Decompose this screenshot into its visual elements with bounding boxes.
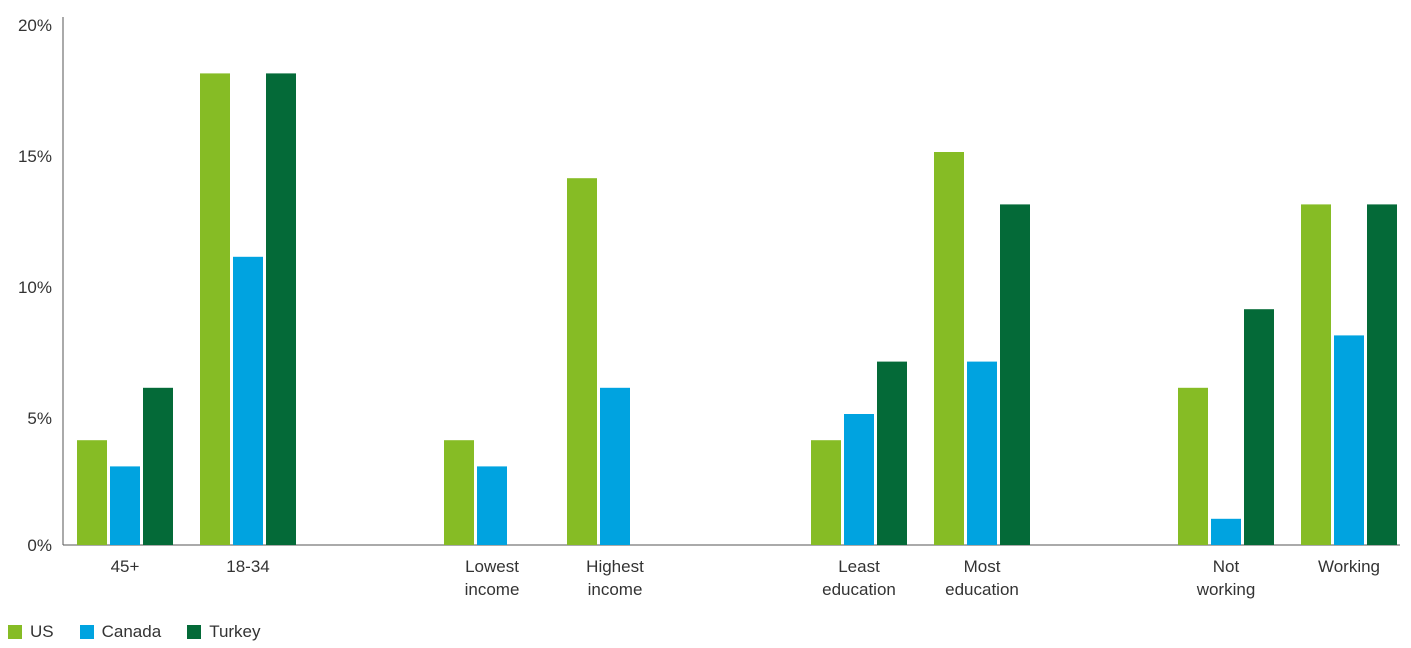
bar-canada-least-education bbox=[844, 414, 874, 545]
legend-label-turkey: Turkey bbox=[209, 622, 261, 641]
bar-turkey-least-education bbox=[877, 361, 907, 545]
bar-canada-18-34 bbox=[233, 256, 263, 545]
x-category-label: Least education bbox=[822, 557, 896, 599]
bar-us-least-education bbox=[811, 440, 841, 545]
bar-turkey-working bbox=[1367, 204, 1397, 545]
legend-item-canada: Canada bbox=[79, 622, 162, 642]
legend-label-us: US bbox=[30, 622, 54, 641]
legend-swatch-canada bbox=[79, 625, 94, 639]
x-category-label: Most education bbox=[945, 557, 1019, 599]
bar-turkey-18-34 bbox=[266, 73, 296, 546]
bar-canada-most-education bbox=[967, 361, 997, 545]
legend-item-turkey: Turkey bbox=[187, 622, 261, 642]
bar-us-45- bbox=[77, 440, 107, 545]
bar-us-not-working bbox=[1178, 387, 1208, 545]
bar-turkey-most-education bbox=[1000, 204, 1030, 545]
y-tick-label: 20% bbox=[18, 16, 52, 35]
legend-label-canada: Canada bbox=[101, 622, 162, 641]
bar-canada-45- bbox=[110, 466, 140, 545]
legend-item-us: US bbox=[8, 622, 54, 642]
y-tick-label: 15% bbox=[18, 147, 52, 166]
y-tick-label: 0% bbox=[27, 536, 52, 555]
legend: US Canada Turkey bbox=[8, 622, 287, 642]
y-tick-label: 5% bbox=[27, 409, 52, 428]
bar-canada-highest-income bbox=[600, 387, 630, 545]
bar-canada-working bbox=[1334, 335, 1364, 545]
x-category-label: Lowest income bbox=[465, 557, 520, 599]
bar-us-18-34 bbox=[200, 73, 230, 546]
x-category-label: Not working bbox=[1196, 557, 1256, 599]
bar-us-highest-income bbox=[567, 178, 597, 545]
legend-swatch-turkey bbox=[187, 625, 202, 639]
bar-turkey-not-working bbox=[1244, 309, 1274, 545]
legend-swatch-us bbox=[8, 625, 22, 639]
x-category-label: Working bbox=[1318, 557, 1380, 576]
bar-us-lowest-income bbox=[444, 440, 474, 545]
y-tick-label: 10% bbox=[18, 278, 52, 297]
x-category-label: 45+ bbox=[111, 557, 140, 576]
bar-turkey-45- bbox=[143, 387, 173, 545]
x-category-label: Highest income bbox=[586, 557, 644, 599]
bar-us-most-education bbox=[934, 152, 964, 545]
bar-us-working bbox=[1301, 204, 1331, 545]
x-category-label: 18-34 bbox=[226, 557, 269, 576]
bar-canada-not-working bbox=[1211, 518, 1241, 545]
bar-canada-lowest-income bbox=[477, 466, 507, 545]
